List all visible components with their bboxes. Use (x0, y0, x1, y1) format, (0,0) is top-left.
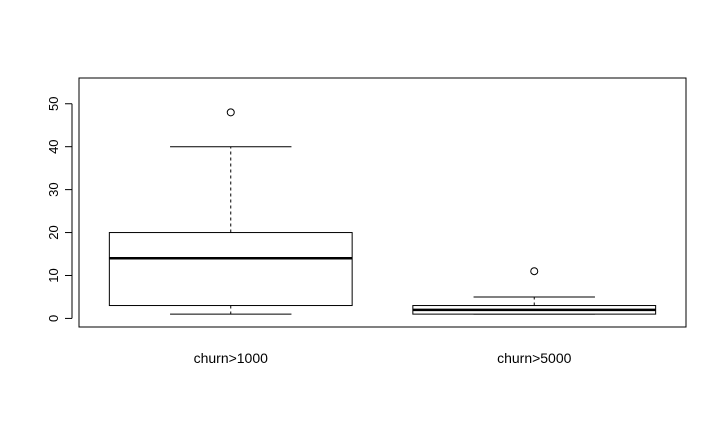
y-tick-label: 30 (46, 182, 61, 196)
boxes (108, 108, 657, 315)
y-tick-label: 20 (46, 225, 61, 239)
y-tick-label: 0 (46, 315, 61, 322)
box-group (108, 108, 353, 315)
plot-frame (78, 77, 687, 328)
y-tick-label: 50 (46, 97, 61, 111)
x-tick-label: churn>5000 (497, 350, 572, 366)
box-iqr (108, 232, 353, 307)
y-tick-label: 40 (46, 139, 61, 153)
outlier-point (530, 267, 539, 276)
y-axis: 0 10 20 30 40 50 (46, 97, 73, 322)
x-axis: churn>1000 churn>5000 (194, 350, 572, 366)
x-tick-label: churn>1000 (194, 350, 269, 366)
outlier-point (226, 108, 235, 117)
box-group (412, 267, 657, 315)
y-tick-label: 10 (46, 268, 61, 282)
